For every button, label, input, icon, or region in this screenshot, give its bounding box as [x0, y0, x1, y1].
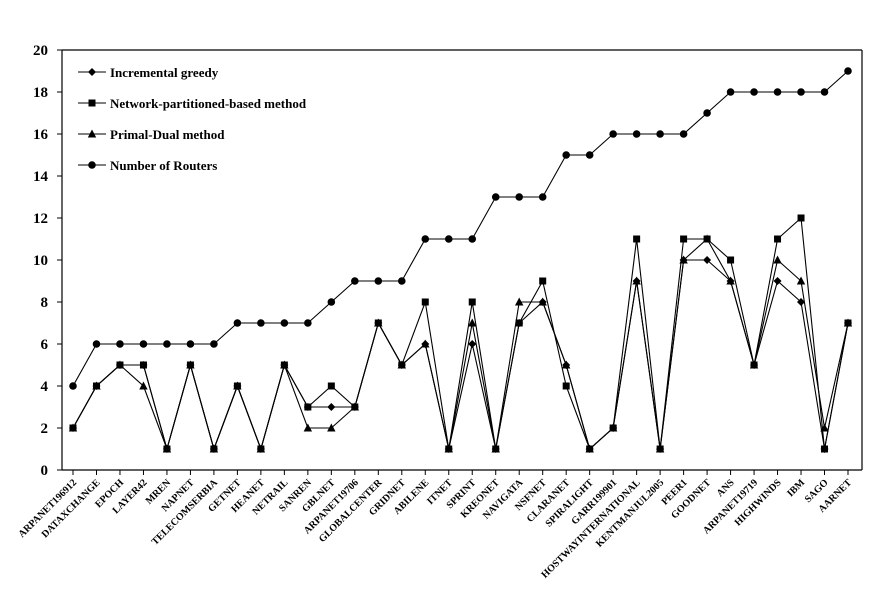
- y-tick-label: 4: [41, 379, 49, 395]
- data-point: [703, 109, 711, 117]
- data-point: [69, 382, 77, 390]
- data-point: [93, 340, 101, 348]
- data-point: [304, 319, 312, 327]
- y-tick-label: 2: [41, 421, 49, 437]
- data-point: [633, 130, 641, 138]
- data-point: [445, 235, 453, 243]
- data-point: [140, 362, 147, 369]
- legend-label: Number of Routers: [110, 158, 217, 173]
- data-point: [821, 88, 829, 96]
- y-tick-label: 10: [33, 253, 48, 269]
- y-tick-label: 18: [33, 85, 48, 101]
- y-tick-label: 12: [33, 211, 48, 227]
- data-point: [515, 193, 523, 201]
- data-point: [821, 446, 828, 453]
- data-point: [140, 340, 148, 348]
- data-point: [163, 340, 171, 348]
- data-point: [609, 130, 617, 138]
- data-point: [680, 130, 688, 138]
- y-tick-label: 6: [41, 337, 49, 353]
- data-point: [281, 319, 289, 327]
- data-point: [656, 130, 664, 138]
- legend-label: Primal-Dual method: [110, 127, 225, 142]
- data-point: [680, 236, 687, 243]
- data-point: [797, 88, 805, 96]
- data-point: [375, 277, 383, 285]
- data-point: [492, 193, 500, 201]
- legend-marker: [88, 161, 96, 169]
- y-tick-label: 20: [33, 43, 48, 59]
- data-point: [750, 88, 758, 96]
- data-point: [351, 277, 359, 285]
- data-point: [562, 151, 570, 159]
- legend-label: Incremental greedy: [110, 65, 219, 80]
- y-tick-label: 0: [41, 463, 49, 479]
- data-point: [257, 319, 265, 327]
- data-point: [727, 257, 734, 264]
- data-point: [210, 340, 218, 348]
- data-point: [234, 319, 242, 327]
- data-point: [328, 383, 335, 390]
- data-point: [421, 235, 429, 243]
- data-point: [187, 340, 195, 348]
- data-point: [539, 278, 546, 285]
- data-point: [328, 298, 336, 306]
- y-tick-label: 14: [33, 169, 49, 185]
- y-tick-label: 16: [33, 127, 49, 143]
- data-point: [586, 151, 594, 159]
- data-point: [422, 299, 429, 306]
- data-point: [727, 88, 735, 96]
- data-point: [844, 67, 852, 75]
- y-tick-label: 8: [41, 295, 49, 311]
- data-point: [774, 236, 781, 243]
- data-point: [398, 277, 406, 285]
- legend-label: Network-partitioned-based method: [110, 96, 307, 111]
- data-point: [539, 193, 547, 201]
- legend-item: Network-partitioned-based method: [78, 96, 307, 111]
- data-point: [563, 383, 570, 390]
- data-point: [116, 340, 124, 348]
- data-point: [798, 215, 805, 222]
- data-point: [469, 299, 476, 306]
- data-point: [468, 235, 476, 243]
- legend-marker: [89, 100, 96, 107]
- data-point: [304, 404, 311, 411]
- data-point: [633, 236, 640, 243]
- data-point: [774, 88, 782, 96]
